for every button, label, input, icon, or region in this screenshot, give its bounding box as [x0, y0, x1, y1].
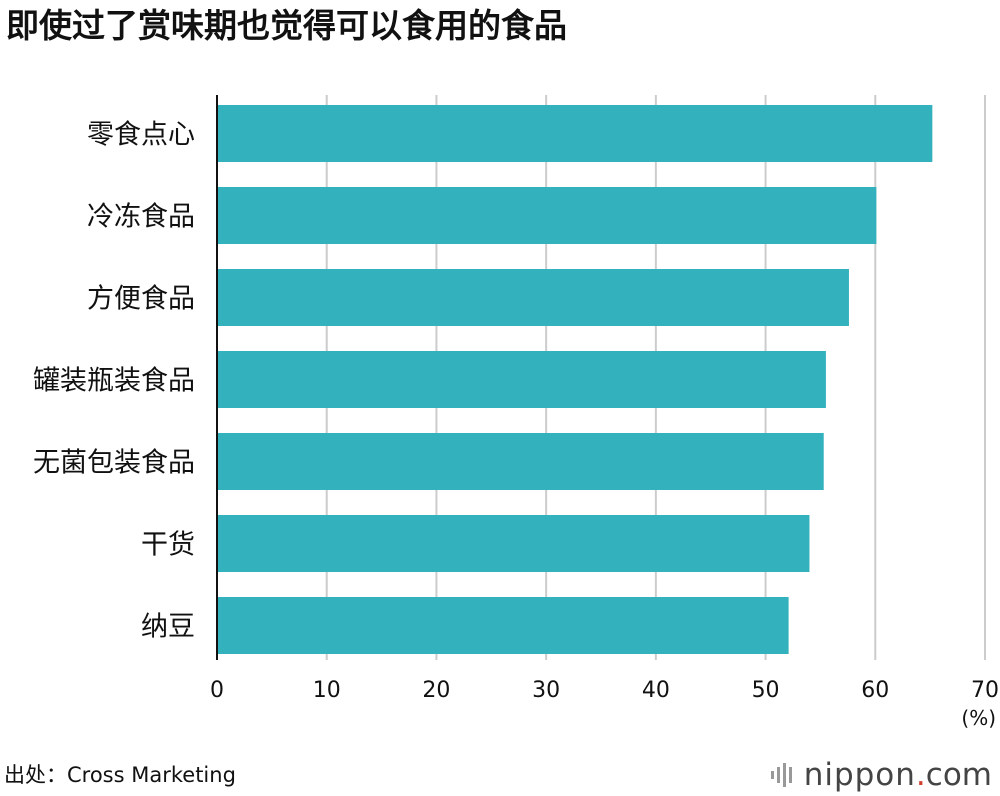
- x-tick-labels: 0 10 20 30 40 50 60 70: [210, 678, 999, 703]
- logo-dot: .: [915, 757, 926, 793]
- logo-tld: com: [925, 757, 992, 793]
- x-tick-label: 30: [532, 678, 560, 703]
- category-label: 罐装瓶装食品: [33, 366, 195, 397]
- logo-word: nippon: [803, 757, 916, 793]
- bar: [217, 433, 824, 490]
- x-tick-label: 10: [313, 678, 341, 703]
- x-tick-label: 70: [971, 678, 999, 703]
- bar: [217, 515, 810, 572]
- category-label: 零食点心: [87, 120, 195, 151]
- bar: [217, 269, 849, 326]
- x-tick-label: 20: [422, 678, 450, 703]
- source-note: 出处：Cross Marketing: [4, 763, 236, 787]
- sound-wave-icon: [770, 763, 792, 787]
- bar: [217, 187, 877, 244]
- x-tick-label: 40: [642, 678, 670, 703]
- x-tick-label: 50: [752, 678, 780, 703]
- x-tick-label: 60: [861, 678, 889, 703]
- x-tick-label: 0: [210, 678, 224, 703]
- category-label: 无菌包装食品: [33, 448, 195, 479]
- bar: [217, 351, 826, 408]
- bars: [217, 105, 933, 654]
- category-label: 方便食品: [87, 284, 195, 315]
- category-label: 干货: [141, 530, 195, 561]
- nippon-logo: nippon. com: [770, 757, 992, 793]
- category-label: 纳豆: [141, 612, 195, 643]
- bar: [217, 105, 933, 162]
- x-axis-unit: (%): [961, 706, 996, 730]
- chart-title: 即使过了赏味期也觉得可以食用的食品: [6, 6, 567, 45]
- bar: [217, 597, 789, 654]
- category-label: 冷冻食品: [87, 202, 195, 233]
